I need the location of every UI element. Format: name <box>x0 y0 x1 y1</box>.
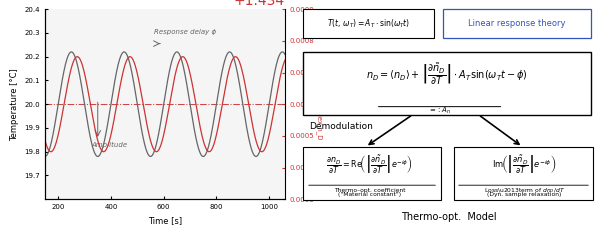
Text: Thermo–opt. coefficient: Thermo–opt. coefficient <box>334 188 406 193</box>
FancyBboxPatch shape <box>303 9 434 38</box>
Y-axis label: refractive index n_D: refractive index n_D <box>316 69 323 139</box>
Text: Loss\u2013term of $dn_D/dT$: Loss\u2013term of $dn_D/dT$ <box>484 186 565 194</box>
Text: $=: A_n$: $=: A_n$ <box>428 106 451 116</box>
FancyBboxPatch shape <box>454 147 593 200</box>
FancyBboxPatch shape <box>443 9 591 38</box>
Text: Linear response theory: Linear response theory <box>468 19 566 28</box>
Text: $T(t,\,\omega_T) = A_T \cdot \sin(\omega_T t)$: $T(t,\,\omega_T) = A_T \cdot \sin(\omega… <box>326 17 410 30</box>
FancyBboxPatch shape <box>303 52 591 114</box>
Text: $\mathrm{Im}\!\left(\left|\dfrac{\partial \tilde{n}_D}{\partial T}\right| e^{-i\: $\mathrm{Im}\!\left(\left|\dfrac{\partia… <box>492 154 556 176</box>
Text: Thermo-opt.  Model: Thermo-opt. Model <box>401 212 496 222</box>
FancyBboxPatch shape <box>303 147 441 200</box>
Text: Amplitude: Amplitude <box>92 142 128 148</box>
X-axis label: Time [s]: Time [s] <box>148 216 182 225</box>
Text: $n_D = \langle n_D \rangle + \left|\dfrac{\partial \tilde{n}_D}{\partial T}\righ: $n_D = \langle n_D \rangle + \left|\dfra… <box>366 61 528 87</box>
Y-axis label: Temperature [°C]: Temperature [°C] <box>10 68 19 141</box>
Text: Response delay ϕ: Response delay ϕ <box>154 29 216 35</box>
Text: $\dfrac{\partial n_D}{\partial T} = \mathrm{Re}\!\left(\left|\dfrac{\partial \ti: $\dfrac{\partial n_D}{\partial T} = \mat… <box>326 154 413 176</box>
Text: ("Material constant"): ("Material constant") <box>338 192 401 197</box>
Text: Demodulation: Demodulation <box>309 122 373 131</box>
Text: (Dyn. sample relaxation): (Dyn. sample relaxation) <box>487 192 562 197</box>
